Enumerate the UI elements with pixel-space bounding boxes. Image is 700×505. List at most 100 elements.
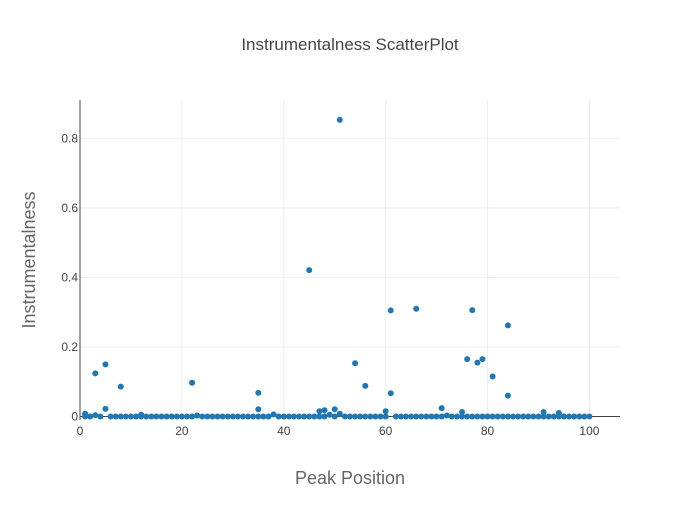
data-point (464, 356, 471, 363)
data-point (469, 307, 476, 314)
data-point (560, 413, 567, 420)
data-point (357, 413, 364, 420)
y-axis-title: Instrumentalness (19, 191, 39, 328)
data-point (148, 413, 155, 420)
data-point (443, 412, 450, 419)
data-point (474, 359, 481, 366)
data-point (199, 413, 206, 420)
data-point (566, 413, 573, 420)
data-point (571, 413, 578, 420)
data-point (153, 413, 160, 420)
x-tick-label: 0 (77, 424, 84, 438)
data-point (469, 413, 476, 420)
data-point (413, 305, 420, 312)
x-tick-label: 100 (579, 424, 599, 438)
data-point (117, 383, 124, 390)
data-point (107, 413, 114, 420)
data-point (127, 413, 134, 420)
data-point (433, 413, 440, 420)
data-point (331, 413, 338, 420)
data-point (347, 413, 353, 420)
data-point (316, 413, 323, 420)
data-point (219, 413, 226, 420)
data-point (163, 413, 170, 420)
data-point (484, 413, 491, 420)
data-point (362, 413, 369, 420)
data-point (301, 413, 308, 420)
data-point (234, 413, 241, 420)
data-point (311, 413, 318, 420)
data-point (87, 413, 94, 420)
data-points (82, 116, 593, 420)
y-tick-label: 0.4 (61, 270, 78, 284)
data-point (260, 413, 267, 420)
data-point (387, 307, 394, 314)
data-point (133, 413, 140, 420)
tick-label-layer: 0 20 40 60 80 100 0 0.2 0.4 0.6 0.8 (61, 131, 599, 438)
data-point (321, 407, 328, 414)
data-point (255, 406, 262, 413)
data-point (520, 413, 527, 420)
data-point (82, 410, 89, 417)
data-point (479, 356, 486, 363)
data-point (423, 413, 430, 420)
data-point (489, 413, 496, 420)
data-point (290, 413, 297, 420)
data-point (464, 413, 471, 420)
data-point (504, 392, 511, 399)
data-point (341, 413, 348, 420)
x-tick-label: 80 (481, 424, 495, 438)
data-point (479, 413, 486, 420)
data-point (377, 413, 384, 420)
x-tick-label: 20 (175, 424, 189, 438)
data-point (510, 413, 517, 420)
data-point (138, 413, 145, 420)
data-point (504, 413, 511, 420)
data-point (97, 413, 104, 420)
data-point (387, 390, 394, 397)
data-point (438, 413, 445, 420)
data-point (581, 413, 588, 420)
data-point (352, 413, 359, 420)
data-point (173, 413, 180, 420)
y-tick-label: 0.8 (61, 131, 78, 145)
data-point (403, 413, 410, 420)
data-point (418, 413, 425, 420)
data-point (362, 382, 369, 389)
data-point (117, 413, 124, 420)
data-point (550, 413, 557, 420)
chart-title: Instrumentalness ScatterPlot (241, 35, 459, 54)
data-point (245, 413, 252, 420)
data-point (265, 413, 272, 420)
data-point (250, 413, 257, 420)
data-point (214, 413, 221, 420)
grid-layer (80, 100, 620, 420)
data-point (326, 411, 333, 418)
data-point (555, 413, 562, 420)
y-tick-label: 0.2 (61, 340, 78, 354)
data-point (122, 413, 129, 420)
data-point (382, 408, 389, 415)
data-point (530, 413, 537, 420)
data-point (525, 413, 532, 420)
data-point (321, 413, 328, 420)
data-point (306, 267, 313, 274)
x-tick-label: 60 (379, 424, 393, 438)
data-point (499, 413, 506, 420)
data-point (285, 413, 292, 420)
data-point (428, 413, 435, 420)
data-point (280, 413, 287, 420)
data-point (112, 413, 119, 420)
data-point (336, 410, 343, 417)
data-point (275, 413, 282, 420)
data-point (168, 413, 175, 420)
data-point (448, 413, 455, 420)
data-point (240, 413, 247, 420)
data-point (489, 373, 496, 380)
y-tick-label: 0 (71, 410, 78, 424)
x-axis-title: Peak Position (295, 468, 405, 488)
data-point (515, 413, 522, 420)
data-point (545, 413, 552, 420)
